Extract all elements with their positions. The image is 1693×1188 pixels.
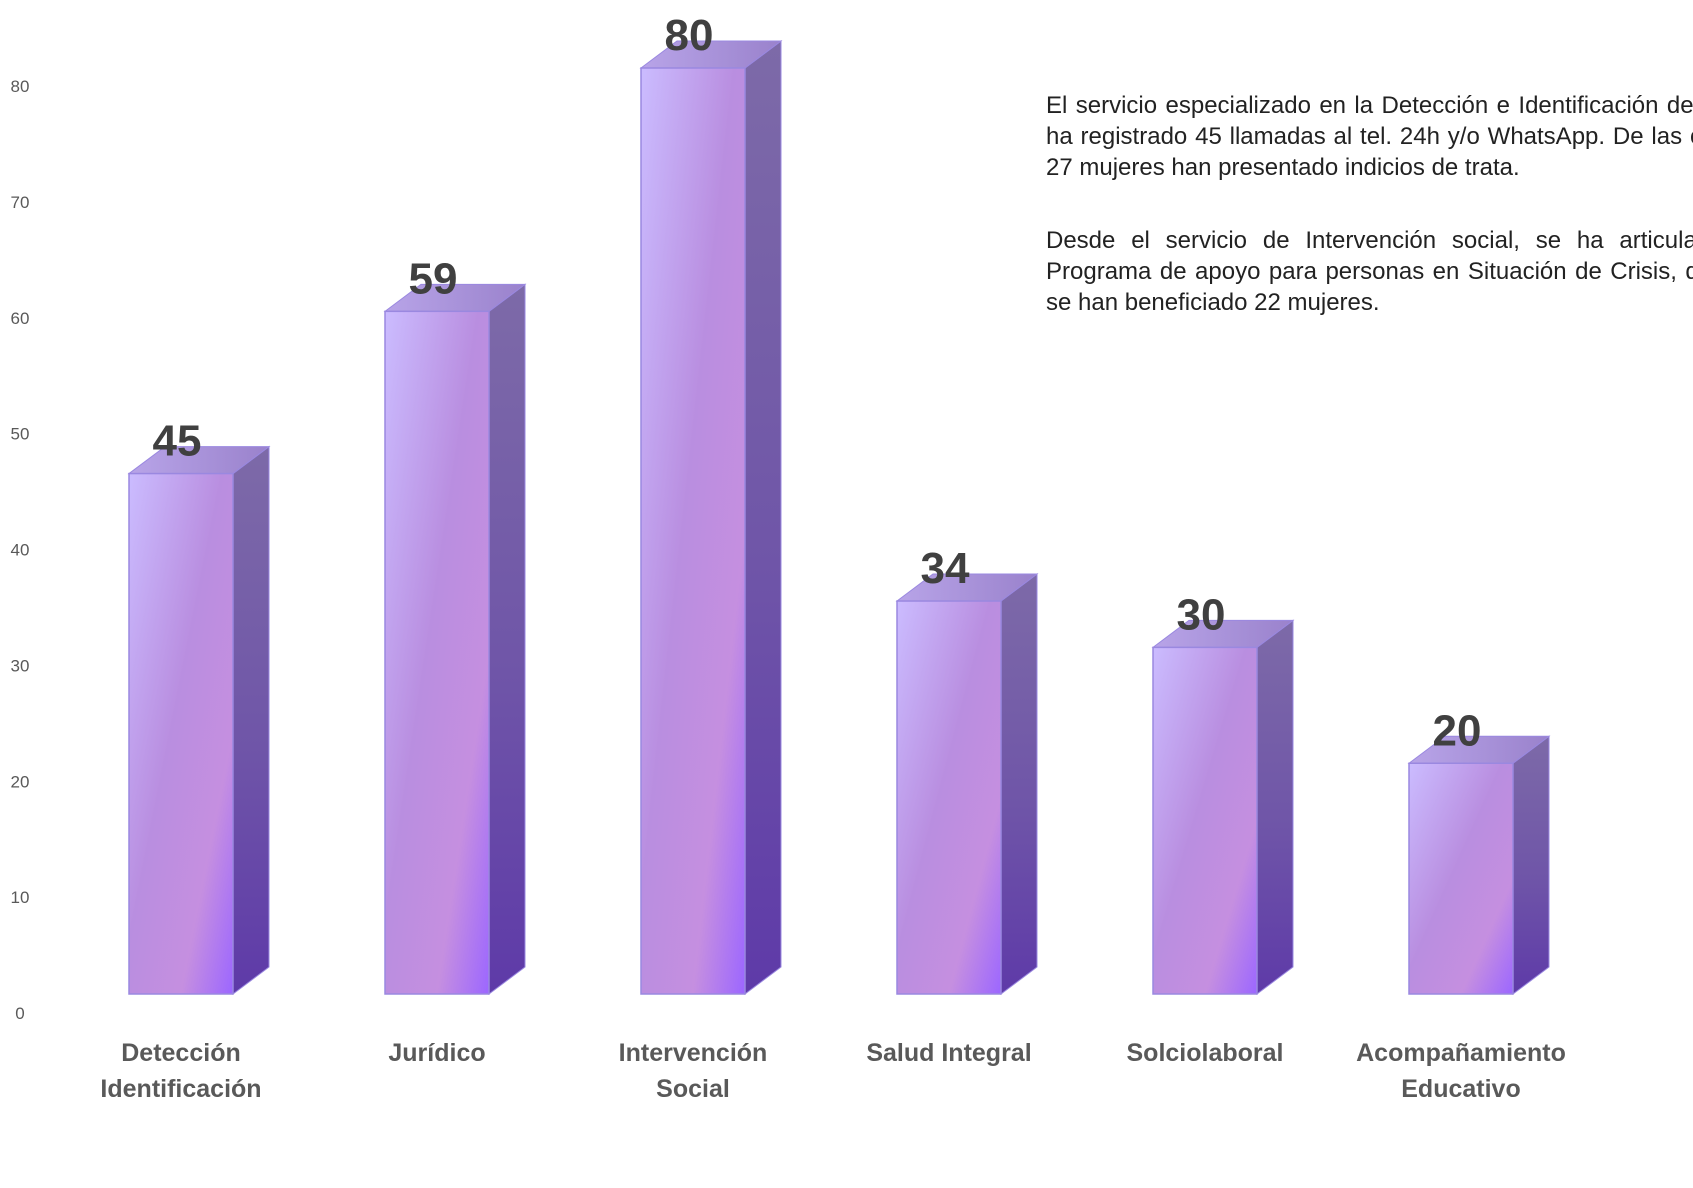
value-label: 59 <box>409 254 458 303</box>
y-tick-label: 30 <box>11 656 30 675</box>
bar <box>127 445 271 995</box>
y-tick-label: 80 <box>11 77 30 96</box>
x-tick-label: Intervención <box>619 1039 768 1067</box>
bar <box>383 283 527 995</box>
value-label: 30 <box>1177 590 1226 639</box>
value-label: 45 <box>153 417 202 466</box>
description-text: El servicio especializado en la Detecció… <box>1046 90 1693 360</box>
bar-front-face <box>640 67 746 995</box>
bar-front-face <box>1152 646 1258 995</box>
note-paragraph-1: El servicio especializado en la Detecció… <box>1046 92 1693 181</box>
bar-side-face <box>1256 619 1294 995</box>
bar-side-face <box>488 283 526 995</box>
y-tick-label: 60 <box>11 309 30 328</box>
bars <box>127 40 1551 995</box>
bar-side-face <box>744 40 782 995</box>
bar-front-face <box>128 472 234 995</box>
x-tick-label: Jurídico <box>388 1039 485 1067</box>
bar <box>1407 735 1551 995</box>
bar-front-face <box>896 600 1002 995</box>
bar-front-face <box>384 310 490 995</box>
x-tick-label: Educativo <box>1401 1075 1520 1103</box>
bar-side-face <box>1512 735 1550 995</box>
value-label: 80 <box>665 11 714 60</box>
bar-side-face <box>232 445 270 995</box>
x-tick-label: Identificación <box>100 1075 261 1103</box>
y-axis: 0 10 20 30 40 50 60 70 80 <box>11 77 30 1023</box>
x-tick-label: Salud Integral <box>866 1039 1031 1067</box>
bar <box>895 573 1039 995</box>
x-tick-label: Solciolaboral <box>1127 1039 1284 1067</box>
y-tick-label: 50 <box>11 425 30 444</box>
x-axis: Detección Identificación Jurídico Intervenc… <box>100 1039 1565 1103</box>
y-tick-label: 0 <box>15 1004 24 1023</box>
note-paragraph-2: Desde el servicio de Intervención social… <box>1046 227 1693 316</box>
bar-side-face <box>1000 573 1038 995</box>
x-tick-label: Social <box>656 1075 730 1103</box>
bar <box>639 40 783 995</box>
value-label: 34 <box>921 544 970 593</box>
y-tick-label: 20 <box>11 772 30 791</box>
y-tick-label: 70 <box>11 193 30 212</box>
y-tick-label: 10 <box>11 888 30 907</box>
value-labels: 45 59 80 34 30 20 <box>153 11 1482 755</box>
value-label: 20 <box>1433 706 1482 755</box>
bar-front-face <box>1408 762 1514 995</box>
x-tick-label: Acompañamiento <box>1356 1039 1566 1067</box>
bar <box>1151 619 1295 995</box>
y-tick-label: 40 <box>11 541 30 560</box>
x-tick-label: Detección <box>121 1039 240 1067</box>
